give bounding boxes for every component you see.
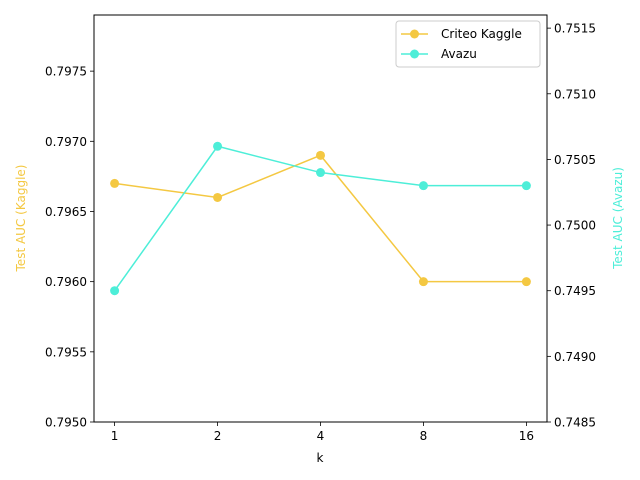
legend-label-avazu: Avazu <box>441 47 477 61</box>
x-tick-label: 1 <box>111 429 119 443</box>
data-point-avazu <box>213 141 223 151</box>
y-right-tick-label: 0.7495 <box>554 284 596 298</box>
x-axis-title: k <box>317 451 324 465</box>
y-right-tick-label: 0.7510 <box>554 87 596 101</box>
data-point-criteo-kaggle <box>521 277 531 287</box>
legend-label-criteo-kaggle: Criteo Kaggle <box>441 27 522 41</box>
x-tick-label: 16 <box>519 429 534 443</box>
x-tick-label: 8 <box>420 429 428 443</box>
y-left-tick-label: 0.7970 <box>45 135 87 149</box>
series-layer <box>110 141 531 296</box>
y-left-tick-label: 0.7955 <box>45 345 87 359</box>
y-axis-left-title: Test AUC (Kaggle) <box>14 165 28 273</box>
plot-frame <box>93 14 548 423</box>
legend-box <box>395 20 541 68</box>
y-right-tick-label: 0.7515 <box>554 22 596 36</box>
y-right-tick-label: 0.7490 <box>554 350 596 364</box>
y-right-tick-label: 0.7500 <box>554 219 596 233</box>
y-left-tick-label: 0.7965 <box>45 205 87 219</box>
y-right-tick-label: 0.7485 <box>554 416 596 430</box>
legend-marker-avazu <box>410 49 419 59</box>
data-point-criteo-kaggle <box>213 192 223 202</box>
y-left-tick-label: 0.7950 <box>45 416 87 430</box>
x-tick-label: 4 <box>317 429 325 443</box>
data-point-criteo-kaggle <box>110 178 120 188</box>
data-point-avazu <box>110 286 120 296</box>
legend: Criteo Kaggle Avazu <box>395 20 541 68</box>
y-left-tick-label: 0.7960 <box>45 275 87 289</box>
data-point-avazu <box>316 168 325 178</box>
x-tick-label: 2 <box>214 429 222 443</box>
data-point-avazu <box>521 181 531 191</box>
series-line-avazu <box>113 145 527 292</box>
ticks-layer: 1 2 4 8 16 0.7950 0.7955 0.7960 0.7965 0.7970 0.79… <box>45 22 596 443</box>
data-point-avazu <box>418 181 428 191</box>
data-point-criteo-kaggle <box>316 150 325 160</box>
legend-marker-criteo-kaggle <box>410 29 419 39</box>
y-right-tick-label: 0.7505 <box>554 153 596 167</box>
y-left-tick-label: 0.7975 <box>45 65 87 79</box>
data-point-criteo-kaggle <box>418 277 428 287</box>
y-axis-right-title: Test AUC (Avazu) <box>611 167 625 270</box>
